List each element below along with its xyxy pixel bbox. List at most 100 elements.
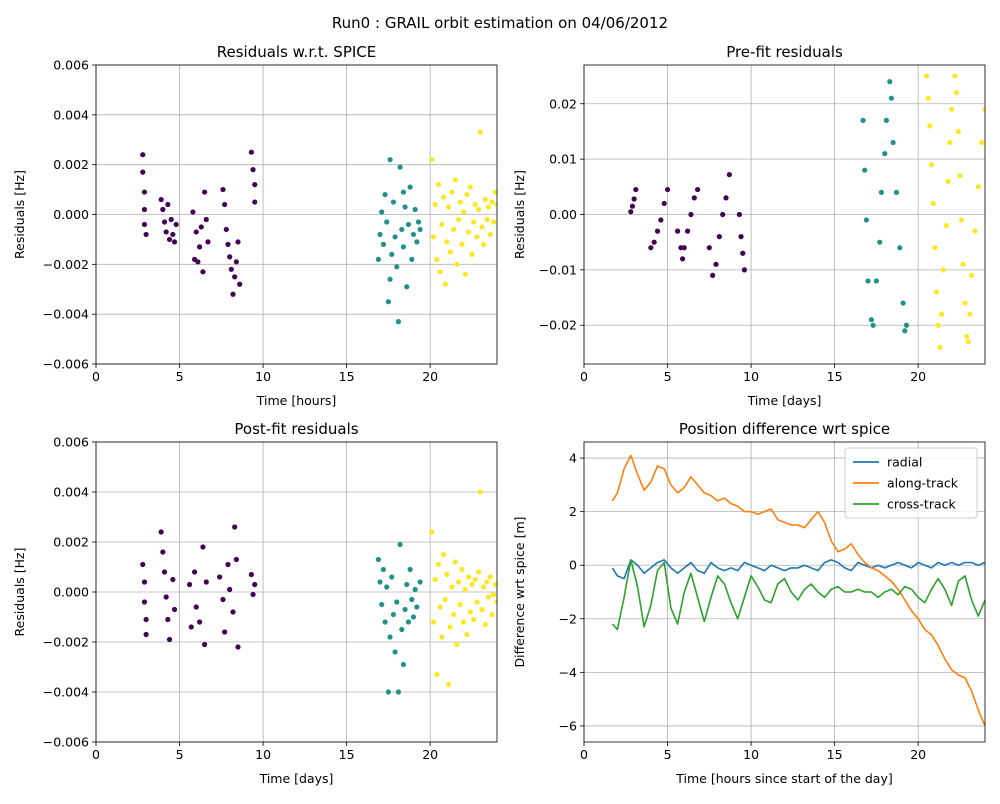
scatter-point — [237, 281, 243, 287]
scatter-point — [390, 199, 397, 205]
subplot-title: Residuals w.r.t. SPICE — [217, 43, 377, 61]
scatter-point — [248, 571, 254, 578]
scatter-point — [474, 234, 480, 240]
scatter-point — [457, 199, 463, 205]
scatter-point — [165, 201, 171, 208]
scatter-point — [429, 529, 435, 535]
y-tick-label: −0.006 — [43, 357, 89, 372]
x-tick-label: 10 — [255, 747, 271, 762]
scatter-point — [217, 574, 223, 580]
scatter-point — [460, 619, 467, 625]
scatter-point — [902, 328, 908, 334]
scatter-point — [494, 201, 497, 208]
scatter-point — [399, 226, 405, 233]
scatter-point — [979, 139, 985, 146]
scatter-point — [225, 241, 231, 247]
scatter-point — [140, 152, 146, 158]
plot-area-residuals-spice — [140, 129, 497, 325]
scatter-point — [143, 616, 149, 623]
scatter-point — [409, 256, 415, 262]
scatter-point — [474, 599, 480, 605]
scatter-point — [196, 619, 203, 625]
scatter-point — [484, 579, 490, 585]
scatter-point — [173, 221, 179, 228]
scatter-point — [882, 150, 888, 157]
scatter-point — [380, 566, 386, 573]
legend-label: cross-track — [887, 497, 956, 512]
scatter-point — [927, 123, 933, 129]
scatter-point — [409, 596, 415, 603]
scatter-point — [141, 579, 148, 585]
x-tick-label: 5 — [664, 369, 672, 384]
subplot-postfit: 0 5 10 15 20 −0.006 −0.004 −0.002 0.000 0.002 0.00… — [12, 420, 498, 786]
scatter-point — [629, 203, 636, 209]
scatter-point — [435, 182, 442, 188]
scatter-point — [394, 599, 400, 605]
y-tick-label: −4 — [559, 665, 577, 680]
scatter-point — [897, 245, 903, 251]
scatter-point — [477, 489, 483, 495]
scatter-point — [232, 274, 238, 280]
scatter-point — [481, 584, 487, 590]
scatter-point — [903, 322, 910, 328]
y-tick-label: 0.004 — [53, 485, 89, 500]
scatter-point — [870, 322, 876, 328]
x-tick-label: 5 — [176, 747, 184, 762]
x-axis-label: Time [days] — [747, 393, 822, 408]
scatter-point — [723, 195, 729, 201]
scatter-point — [487, 231, 493, 238]
scatter-point — [887, 79, 893, 85]
legend: radial along-track cross-track — [844, 447, 978, 519]
scatter-point — [893, 189, 900, 195]
x-axis-label: Time [hours] — [256, 393, 336, 408]
scatter-point — [384, 584, 390, 590]
scatter-point — [975, 184, 981, 190]
scatter-point — [489, 611, 495, 618]
legend-label: along-track — [887, 476, 959, 491]
scatter-point — [141, 599, 148, 605]
scatter-point — [399, 626, 405, 633]
scatter-point — [158, 196, 164, 203]
scatter-point — [952, 73, 958, 79]
scatter-point — [900, 300, 906, 306]
scatter-point — [688, 211, 694, 218]
scatter-point — [432, 201, 438, 208]
scatter-point — [382, 191, 388, 198]
x-tick-label: 0 — [580, 369, 588, 384]
legend-label: radial — [887, 455, 922, 470]
scatter-point — [928, 162, 935, 168]
y-tick-label: −0.002 — [43, 635, 89, 650]
scatter-point — [400, 244, 407, 250]
scatter-point — [437, 604, 443, 610]
x-tick-label: 10 — [255, 369, 271, 384]
scatter-point — [459, 566, 465, 573]
scatter-point — [412, 586, 418, 593]
scatter-point — [166, 636, 173, 643]
scatter-point — [472, 201, 478, 208]
scatter-point — [377, 579, 383, 585]
scatter-point — [250, 167, 256, 173]
scatter-point — [720, 211, 726, 218]
x-axis-label: Time [days] — [259, 771, 334, 786]
scatter-point — [631, 196, 637, 202]
scatter-point — [654, 228, 661, 234]
y-tick-label: −0.006 — [43, 735, 89, 750]
scatter-point — [389, 251, 395, 257]
scatter-point — [412, 206, 418, 213]
scatter-point — [158, 529, 164, 535]
scatter-point — [387, 634, 393, 640]
scatter-point — [661, 200, 667, 207]
scatter-point — [460, 209, 467, 215]
scatter-point — [203, 579, 209, 585]
scatter-point — [387, 157, 393, 163]
scatter-point — [726, 172, 732, 178]
scatter-point — [464, 631, 470, 638]
scatter-point — [471, 219, 477, 225]
scatter-point — [429, 157, 435, 163]
scatter-point — [935, 322, 941, 328]
scatter-point — [400, 661, 407, 668]
scatter-point — [414, 239, 420, 245]
scatter-point — [390, 611, 397, 618]
scatter-point — [684, 228, 691, 234]
scatter-point — [252, 182, 258, 188]
